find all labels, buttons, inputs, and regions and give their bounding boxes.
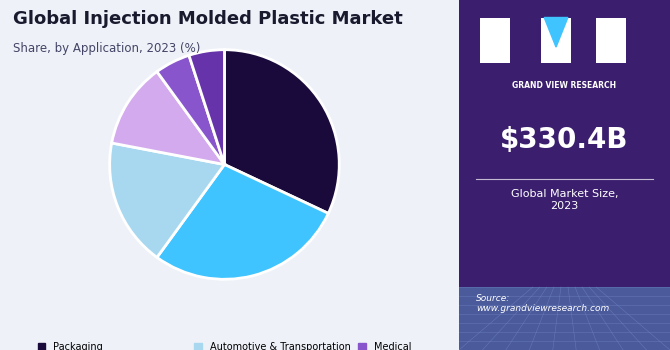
Polygon shape [544, 18, 568, 47]
FancyBboxPatch shape [480, 18, 510, 63]
FancyBboxPatch shape [459, 0, 670, 350]
Wedge shape [224, 50, 339, 213]
Text: Global Injection Molded Plastic Market: Global Injection Molded Plastic Market [13, 10, 403, 28]
FancyBboxPatch shape [541, 18, 571, 63]
Legend: Packaging, Consumables & Electronics, Automotive & Transportation, Building & Co: Packaging, Consumables & Electronics, Au… [38, 342, 411, 350]
Text: Global Market Size,
2023: Global Market Size, 2023 [511, 189, 618, 211]
Text: GRAND VIEW RESEARCH: GRAND VIEW RESEARCH [513, 80, 616, 90]
Text: Share, by Application, 2023 (%): Share, by Application, 2023 (%) [13, 42, 201, 55]
FancyBboxPatch shape [459, 287, 670, 350]
Text: Source:
www.grandviewresearch.com: Source: www.grandviewresearch.com [476, 294, 609, 313]
Wedge shape [157, 55, 224, 164]
Wedge shape [157, 164, 328, 279]
Text: $330.4B: $330.4B [500, 126, 628, 154]
Wedge shape [189, 50, 224, 164]
Wedge shape [110, 143, 224, 257]
Wedge shape [112, 72, 224, 164]
FancyBboxPatch shape [596, 18, 626, 63]
